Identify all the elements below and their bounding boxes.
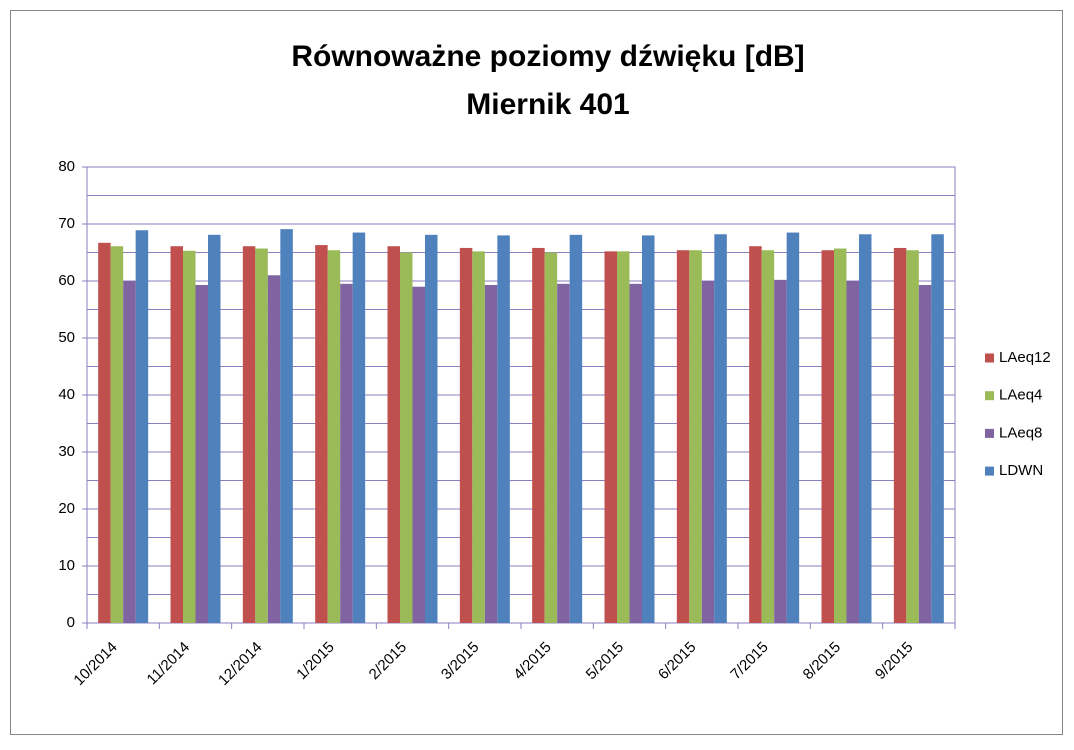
bar: [242, 246, 256, 624]
bar: [569, 234, 583, 623]
y-tick-label: 10: [58, 557, 75, 574]
bar: [123, 281, 136, 623]
legend-label: LAeq8: [999, 424, 1042, 441]
bar: [557, 283, 570, 623]
legend-label: LAeq4: [999, 387, 1042, 404]
legend-label: LDWN: [999, 462, 1043, 479]
bar: [195, 284, 208, 623]
bar: [859, 234, 872, 623]
bar: [617, 251, 630, 624]
bar: [714, 234, 727, 623]
y-tick-label: 30: [58, 443, 75, 460]
chart-title: Równoważne poziomy dźwięku [dB]: [291, 40, 804, 73]
bar: [170, 246, 183, 624]
bar: [183, 250, 196, 624]
bar: [749, 246, 762, 624]
bar: [412, 286, 425, 623]
bar: [821, 250, 834, 623]
legend-swatch: [985, 428, 994, 438]
bar: [786, 232, 800, 624]
bar: [135, 230, 149, 623]
bar: [315, 245, 328, 623]
bar: [352, 232, 366, 624]
bar: [267, 275, 281, 623]
bar: [98, 242, 111, 623]
legend-swatch: [985, 391, 994, 401]
bar: [110, 246, 124, 624]
legend-swatch: [985, 466, 994, 476]
y-tick-label: 60: [58, 272, 75, 289]
bar: [387, 246, 400, 624]
bar: [774, 279, 787, 623]
bar: [532, 247, 545, 623]
bar: [931, 234, 944, 623]
bar: [280, 229, 293, 623]
bar: [604, 251, 617, 624]
bar: [327, 250, 341, 623]
y-tick-label: 80: [58, 158, 75, 175]
bar: [761, 250, 775, 623]
legend-swatch: [985, 353, 994, 363]
bar: [893, 247, 907, 623]
y-tick-label: 20: [58, 500, 75, 517]
chart-subtitle: Miernik 401: [466, 88, 629, 121]
bar: [400, 252, 413, 623]
bar: [340, 283, 353, 623]
bar: [676, 250, 690, 623]
y-tick-label: 70: [58, 215, 75, 232]
bar: [497, 235, 510, 623]
bar: [472, 251, 485, 624]
bar: [846, 281, 859, 623]
bar: [689, 250, 702, 623]
y-tick-label: 50: [58, 329, 75, 346]
bar: [642, 235, 655, 623]
bar: [906, 250, 919, 623]
bar: [918, 284, 932, 623]
bar: [255, 248, 268, 623]
bar: [459, 247, 473, 623]
bar: [544, 252, 558, 623]
bar: [629, 283, 642, 623]
bar: [425, 234, 438, 623]
bar: [834, 248, 847, 623]
bar: [208, 234, 221, 623]
bar: [484, 284, 498, 623]
y-tick-label: 0: [67, 614, 75, 631]
y-tick-label: 40: [58, 386, 75, 403]
bar: [701, 281, 715, 623]
legend-label: LAeq12: [999, 349, 1051, 366]
